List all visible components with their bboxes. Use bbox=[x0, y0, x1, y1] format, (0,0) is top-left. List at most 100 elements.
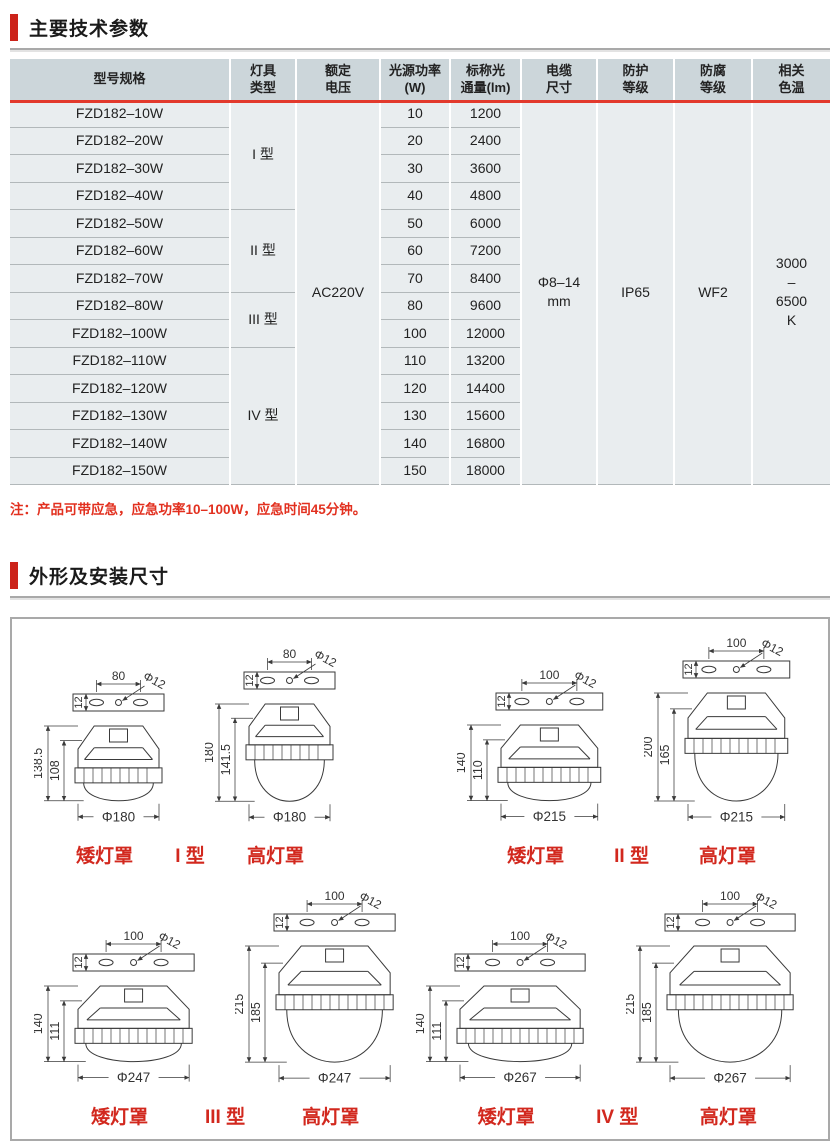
diagram-pair: 100 12 Φ12 140 111 Φ267 100 12 Φ12 215 185 Φ267 矮灯罩 I… bbox=[416, 890, 818, 1129]
svg-text:Φ180: Φ180 bbox=[273, 810, 306, 825]
lamp-type-cell: III 型 bbox=[229, 292, 296, 348]
diagram-pair: 100 12 Φ12 140 111 Φ247 100 12 Φ12 215 185 Φ247 矮灯罩 I… bbox=[34, 890, 416, 1129]
section2-title: 外形及安装尺寸 bbox=[29, 567, 170, 588]
flux-cell: 6000 bbox=[449, 209, 521, 238]
diagram-drawings: 100 12 Φ12 140 111 Φ267 100 12 Φ12 215 185 Φ267 bbox=[416, 890, 818, 1094]
lamp-diagram: 100 12 Φ12 200 165 Φ215 bbox=[644, 637, 791, 825]
flux-cell: 8400 bbox=[449, 264, 521, 293]
svg-text:Φ12: Φ12 bbox=[156, 930, 183, 952]
svg-text:12: 12 bbox=[683, 663, 695, 675]
diagram-labels: 矮灯罩 III 型 高灯罩 bbox=[34, 1102, 416, 1129]
svg-text:Φ12: Φ12 bbox=[357, 890, 384, 912]
svg-text:200: 200 bbox=[644, 737, 655, 758]
spec-table: 型号规格 灯具 类型 额定 电压 光源功率 (W) 标称光 通量(lm) 电缆 尺寸 防护 等级 防腐 等级… bbox=[10, 59, 830, 485]
spec-row: FZD182–30W 30 3600 bbox=[10, 154, 830, 183]
svg-text:140: 140 bbox=[34, 1013, 45, 1034]
col-header: 额定 电压 bbox=[295, 59, 380, 100]
model-cell: FZD182–140W bbox=[10, 429, 230, 458]
lamp-diagram: 100 12 Φ12 140 111 Φ267 bbox=[416, 930, 586, 1085]
high-shade-label: 高灯罩 bbox=[246, 846, 304, 867]
diagram-labels: 矮灯罩 IV 型 高灯罩 bbox=[416, 1102, 818, 1129]
table-note: 注：产品可带应急，应急功率10–100W，应急时间45分钟。 bbox=[10, 502, 367, 517]
spec-row: FZD182–10W I 型 AC220V 10 1200 Φ8–14 mm IP65 WF2 3… bbox=[10, 100, 830, 485]
type-label: II 型 bbox=[614, 846, 649, 867]
svg-text:185: 185 bbox=[640, 1002, 654, 1023]
svg-text:Φ12: Φ12 bbox=[572, 669, 599, 691]
svg-text:80: 80 bbox=[283, 648, 297, 661]
dimension-diagram-box: 80 12 Φ12 138.5 108 Φ180 80 12 Φ12 180 141.5 Φ180 矮灯… bbox=[10, 617, 830, 1141]
svg-text:141.5: 141.5 bbox=[219, 744, 233, 775]
spec-row: FZD182–140W 140 16800 bbox=[10, 429, 830, 458]
lamp-diagram: 80 12 Φ12 138.5 108 Φ180 bbox=[34, 670, 168, 824]
svg-text:12: 12 bbox=[73, 956, 85, 968]
svg-text:Φ12: Φ12 bbox=[141, 670, 168, 692]
svg-text:12: 12 bbox=[274, 916, 286, 928]
section1-rule bbox=[10, 48, 830, 50]
svg-text:140: 140 bbox=[457, 752, 468, 773]
svg-text:12: 12 bbox=[455, 956, 467, 968]
svg-text:Φ267: Φ267 bbox=[714, 1071, 747, 1086]
power-cell: 40 bbox=[379, 182, 450, 210]
flux-cell: 4800 bbox=[449, 182, 521, 210]
section-accent-bar bbox=[10, 562, 18, 589]
spec-row: FZD182–110W IV 型 110 13200 bbox=[10, 347, 830, 485]
lamp-type-cell: IV 型 bbox=[229, 347, 296, 485]
model-cell: FZD182–70W bbox=[10, 264, 230, 293]
header-row: 型号规格 灯具 类型 额定 电压 光源功率 (W) 标称光 通量(lm) 电缆 尺寸 防护 等级 防腐 等级… bbox=[10, 59, 830, 100]
col-header: 防护 等级 bbox=[596, 59, 674, 100]
low-shade-label: 矮灯罩 bbox=[477, 1107, 535, 1128]
model-cell: FZD182–150W bbox=[10, 457, 230, 485]
svg-text:100: 100 bbox=[510, 930, 530, 943]
power-cell: 80 bbox=[379, 292, 450, 320]
lamp-type-cell: I 型 bbox=[229, 100, 296, 210]
lamp-diagram: 100 12 Φ12 215 185 Φ267 bbox=[626, 890, 796, 1086]
type-label: III 型 bbox=[205, 1107, 246, 1128]
model-cell: FZD182–100W bbox=[10, 319, 230, 348]
svg-text:100: 100 bbox=[540, 669, 560, 682]
flux-cell: 2400 bbox=[449, 127, 521, 155]
spec-row: FZD182–80W III 型 80 9600 bbox=[10, 292, 830, 348]
power-cell: 60 bbox=[379, 237, 450, 265]
svg-text:110: 110 bbox=[471, 760, 485, 780]
flux-cell: 1200 bbox=[449, 100, 521, 128]
flux-cell: 3600 bbox=[449, 154, 521, 183]
power-cell: 50 bbox=[379, 209, 450, 238]
model-cell: FZD182–120W bbox=[10, 374, 230, 403]
svg-text:108: 108 bbox=[48, 760, 62, 781]
ip-rating-cell: IP65 bbox=[596, 100, 674, 485]
model-cell: FZD182–80W bbox=[10, 292, 230, 320]
col-header: 相关 色温 bbox=[751, 59, 830, 100]
flux-cell: 14400 bbox=[449, 374, 521, 403]
diagram-row: 100 12 Φ12 140 111 Φ247 100 12 Φ12 215 185 Φ247 矮灯罩 I… bbox=[28, 890, 812, 1129]
diagram-pair: 100 12 Φ12 140 110 Φ215 100 12 Φ12 200 165 Φ215 矮灯罩 I… bbox=[457, 637, 806, 868]
spec-row: FZD182–70W 70 8400 bbox=[10, 264, 830, 293]
spec-row: FZD182–150W 150 18000 bbox=[10, 457, 830, 485]
model-cell: FZD182–30W bbox=[10, 154, 230, 183]
flux-cell: 18000 bbox=[449, 457, 521, 485]
power-cell: 110 bbox=[379, 347, 450, 375]
type-label: I 型 bbox=[175, 846, 205, 867]
svg-text:Φ12: Φ12 bbox=[312, 648, 339, 670]
section2-header: 外形及安装尺寸 bbox=[10, 562, 830, 589]
svg-text:215: 215 bbox=[235, 994, 246, 1015]
model-cell: FZD182–50W bbox=[10, 209, 230, 238]
svg-text:180: 180 bbox=[205, 742, 216, 763]
power-cell: 140 bbox=[379, 429, 450, 458]
diagram-drawings: 80 12 Φ12 138.5 108 Φ180 80 12 Φ12 180 141.5 Φ180 bbox=[34, 648, 346, 833]
power-cell: 130 bbox=[379, 402, 450, 430]
section-accent-bar bbox=[10, 14, 18, 41]
svg-text:111: 111 bbox=[430, 1022, 444, 1041]
svg-text:Φ215: Φ215 bbox=[533, 809, 566, 824]
svg-text:Φ12: Φ12 bbox=[759, 637, 786, 659]
spec-row: FZD182–40W 40 4800 bbox=[10, 182, 830, 210]
power-cell: 20 bbox=[379, 127, 450, 155]
section2-rule bbox=[10, 596, 830, 598]
svg-text:185: 185 bbox=[249, 1002, 263, 1023]
diagram-pair: 80 12 Φ12 138.5 108 Φ180 80 12 Φ12 180 141.5 Φ180 矮灯… bbox=[34, 648, 346, 868]
col-header: 标称光 通量(lm) bbox=[449, 59, 521, 100]
power-cell: 70 bbox=[379, 264, 450, 293]
flux-cell: 7200 bbox=[449, 237, 521, 265]
lamp-diagram: 100 12 Φ12 215 185 Φ247 bbox=[235, 890, 396, 1086]
power-cell: 10 bbox=[379, 100, 450, 128]
